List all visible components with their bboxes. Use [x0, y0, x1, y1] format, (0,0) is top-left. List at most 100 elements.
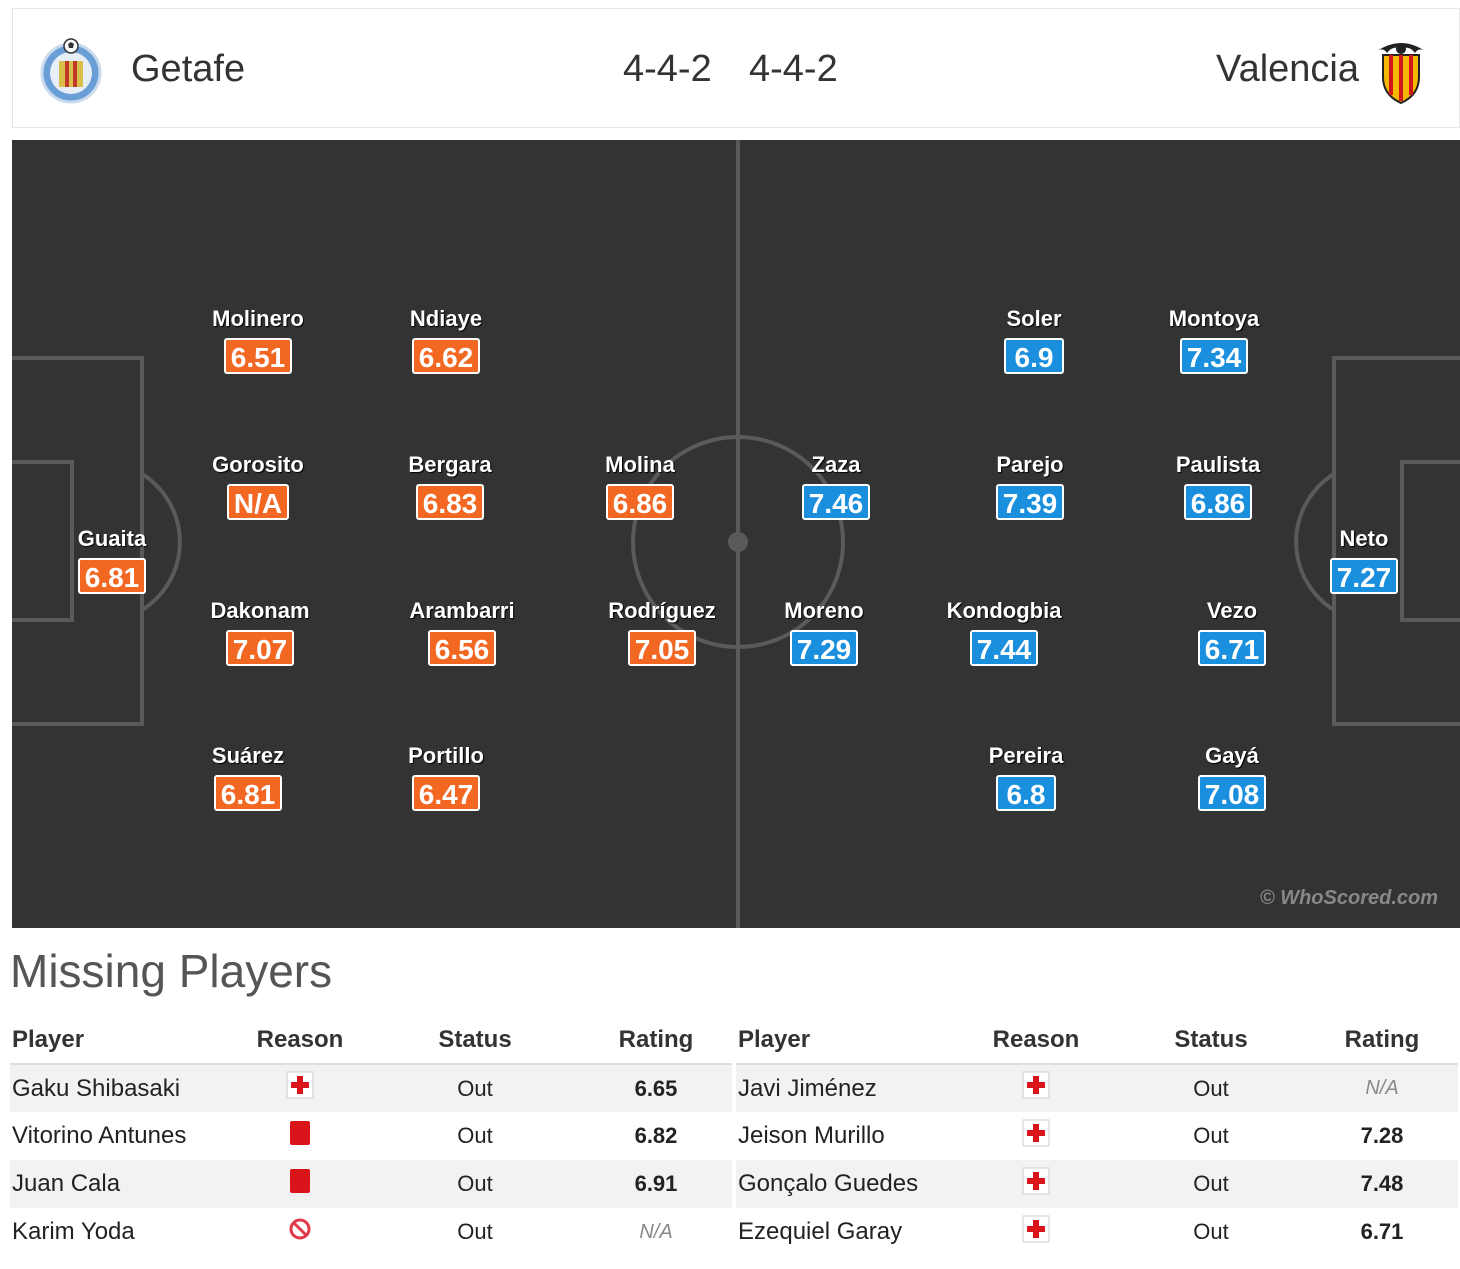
missing-player-name[interactable]: Vitorino Antunes — [12, 1122, 187, 1149]
match-header: Getafe 4-4-2 4-4-2 Valencia — [12, 8, 1460, 128]
player-name: Bergara — [408, 452, 492, 477]
player-name: Dakonam — [210, 598, 310, 623]
player-away-8[interactable]: Pereira 6.8 — [946, 743, 1106, 811]
status-cell: Out — [1193, 1123, 1229, 1148]
player-rating: 6.83 — [415, 484, 485, 520]
player-away-10[interactable]: Moreno 7.29 — [744, 598, 904, 666]
player-name: Molina — [605, 452, 675, 477]
missing-player-name[interactable]: Jeison Murillo — [738, 1122, 885, 1149]
player-rating: 7.39 — [995, 484, 1065, 520]
player-home-4[interactable]: Suárez 6.81 — [168, 743, 328, 811]
player-rating: 6.47 — [411, 775, 481, 811]
injury-cross-icon — [1022, 1071, 1050, 1106]
column-header-status[interactable]: Status — [370, 1016, 580, 1065]
player-home-10[interactable]: Rodríguez 7.05 — [582, 598, 742, 666]
red-card-icon — [289, 1168, 311, 1201]
player-away-0[interactable]: Neto 7.27 — [1284, 526, 1444, 594]
player-name: Arambarri — [409, 598, 515, 623]
column-header-player[interactable]: Player — [10, 1016, 230, 1065]
player-away-3[interactable]: Vezo 6.71 — [1152, 598, 1312, 666]
suspension-icon — [288, 1217, 312, 1248]
status-cell: Out — [370, 1160, 580, 1208]
player-rating: 6.71 — [1197, 630, 1267, 666]
column-header-rating[interactable]: Rating — [1306, 1016, 1458, 1065]
missing-player-name[interactable]: Javi Jiménez — [736, 1064, 956, 1112]
player-away-7[interactable]: Kondogbia 7.44 — [924, 598, 1084, 666]
player-name: Suárez — [211, 743, 285, 768]
reason-cell — [956, 1208, 1116, 1256]
home-formation: 4-4-2 — [623, 48, 712, 90]
table-row: Jeison Murillo Out 7.28 — [736, 1112, 1458, 1160]
player-name: Guaita — [77, 526, 147, 551]
player-home-1[interactable]: Molinero 6.51 — [178, 306, 338, 374]
column-header-rating[interactable]: Rating — [580, 1016, 732, 1065]
table-row: Ezequiel Garay Out 6.71 — [736, 1208, 1458, 1256]
player-home-7[interactable]: Arambarri 6.56 — [382, 598, 542, 666]
player-home-9[interactable]: Molina 6.86 — [560, 452, 720, 520]
rating-cell: 6.71 — [1360, 1219, 1404, 1244]
watermark: © WhoScored.com — [1259, 887, 1438, 909]
player-home-8[interactable]: Portillo 6.47 — [366, 743, 526, 811]
missing-player-name[interactable]: Gaku Shibasaki — [10, 1064, 230, 1112]
rating-cell: 7.28 — [1360, 1123, 1404, 1148]
player-name: Vezo — [1206, 598, 1258, 623]
player-rating: 7.46 — [801, 484, 871, 520]
column-header-player[interactable]: Player — [736, 1016, 956, 1065]
rating-cell: 7.48 — [1306, 1160, 1458, 1208]
player-rating: 6.81 — [213, 775, 283, 811]
player-name: Gayá — [1205, 743, 1259, 768]
player-away-5[interactable]: Soler 6.9 — [954, 306, 1114, 374]
player-rating: N/A — [226, 484, 290, 520]
player-away-2[interactable]: Paulista 6.86 — [1138, 452, 1298, 520]
player-name: Montoya — [1168, 306, 1260, 331]
player-away-1[interactable]: Montoya 7.34 — [1134, 306, 1294, 374]
missing-player-name[interactable]: Gonçalo Guedes — [736, 1160, 956, 1208]
status-cell: Out — [1116, 1160, 1306, 1208]
player-away-4[interactable]: Gayá 7.08 — [1152, 743, 1312, 811]
injury-cross-icon — [1022, 1215, 1050, 1250]
player-home-3[interactable]: Dakonam 7.07 — [180, 598, 340, 666]
column-header-reason[interactable]: Reason — [230, 1016, 370, 1065]
player-rating: 6.9 — [1004, 338, 1064, 374]
reason-cell — [230, 1160, 370, 1208]
missing-player-name[interactable]: Juan Cala — [10, 1160, 230, 1208]
player-name: Paulista — [1175, 452, 1261, 477]
player-rating: 6.86 — [605, 484, 675, 520]
getafe-crest-icon[interactable] — [39, 37, 103, 110]
player-home-0[interactable]: Guaita 6.81 — [32, 526, 192, 594]
player-away-9[interactable]: Zaza 7.46 — [756, 452, 916, 520]
status-cell: Out — [1116, 1064, 1306, 1112]
table-header-row: Player Reason Status Rating — [10, 1016, 732, 1065]
player-rating: 7.29 — [789, 630, 859, 666]
player-rating: 6.81 — [77, 558, 147, 594]
player-name: Gorosito — [212, 452, 304, 477]
away-team-name[interactable]: Valencia — [1216, 48, 1359, 90]
player-home-5[interactable]: Ndiaye 6.62 — [366, 306, 526, 374]
missing-player-name[interactable]: Ezequiel Garay — [738, 1218, 903, 1245]
table-row: Javi Jiménez Out N/A — [736, 1064, 1458, 1112]
column-header-status[interactable]: Status — [1116, 1016, 1306, 1065]
player-home-6[interactable]: Bergara 6.83 — [370, 452, 530, 520]
player-name: Ndiaye — [409, 306, 483, 331]
player-name: Kondogbia — [946, 598, 1062, 623]
player-rating: 7.07 — [225, 630, 295, 666]
player-home-2[interactable]: Gorosito N/A — [178, 452, 338, 520]
column-header-reason[interactable]: Reason — [956, 1016, 1116, 1065]
player-name: Moreno — [784, 598, 864, 623]
player-rating: 6.86 — [1183, 484, 1253, 520]
valencia-bat-crest-icon[interactable] — [1373, 37, 1429, 110]
away-missing-table: Player Reason Status Rating Javi Jiménez… — [736, 1016, 1458, 1256]
home-team-name[interactable]: Getafe — [131, 48, 246, 90]
player-away-6[interactable]: Parejo 7.39 — [950, 452, 1110, 520]
player-rating: 7.27 — [1329, 558, 1399, 594]
missing-player-name[interactable]: Karim Yoda — [12, 1218, 135, 1245]
reason-cell — [230, 1112, 370, 1160]
player-name: Neto — [1339, 526, 1389, 551]
player-name: Rodríguez — [608, 598, 716, 623]
injury-cross-icon — [1022, 1119, 1050, 1154]
injury-cross-icon — [286, 1071, 314, 1106]
reason-cell — [956, 1064, 1116, 1112]
player-rating: 7.08 — [1197, 775, 1267, 811]
pitch-markings — [12, 140, 1460, 928]
player-rating: 7.34 — [1179, 338, 1249, 374]
